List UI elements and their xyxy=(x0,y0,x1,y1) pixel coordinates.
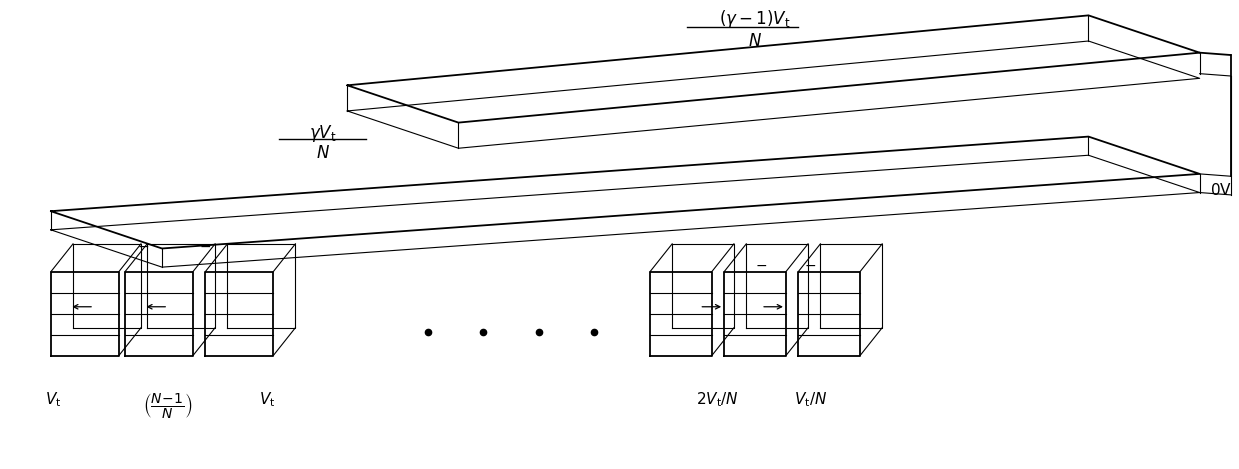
Text: $2V_{\rm t}/N$: $2V_{\rm t}/N$ xyxy=(696,391,740,409)
Text: $(\gamma - 1)V_{\rm t}$: $(\gamma - 1)V_{\rm t}$ xyxy=(719,8,790,30)
Text: $\gamma V_{\rm t}$: $\gamma V_{\rm t}$ xyxy=(309,122,336,144)
Text: $-$: $-$ xyxy=(138,239,150,253)
Text: $0{\rm V}$: $0{\rm V}$ xyxy=(1209,182,1232,198)
Text: $N$: $N$ xyxy=(748,32,762,50)
Text: $V_{\rm t}$: $V_{\rm t}$ xyxy=(45,391,62,409)
Text: $N$: $N$ xyxy=(316,144,330,162)
Text: $-$: $-$ xyxy=(199,239,212,253)
Text: $-$: $-$ xyxy=(755,258,767,272)
Text: $\left(\dfrac{N\!-\!1}{N}\right)$: $\left(\dfrac{N\!-\!1}{N}\right)$ xyxy=(144,391,193,420)
Text: $V_{\rm t}$: $V_{\rm t}$ xyxy=(259,391,275,409)
Text: $V_{\rm t}/N$: $V_{\rm t}/N$ xyxy=(794,391,828,409)
Text: $-$: $-$ xyxy=(804,258,817,272)
